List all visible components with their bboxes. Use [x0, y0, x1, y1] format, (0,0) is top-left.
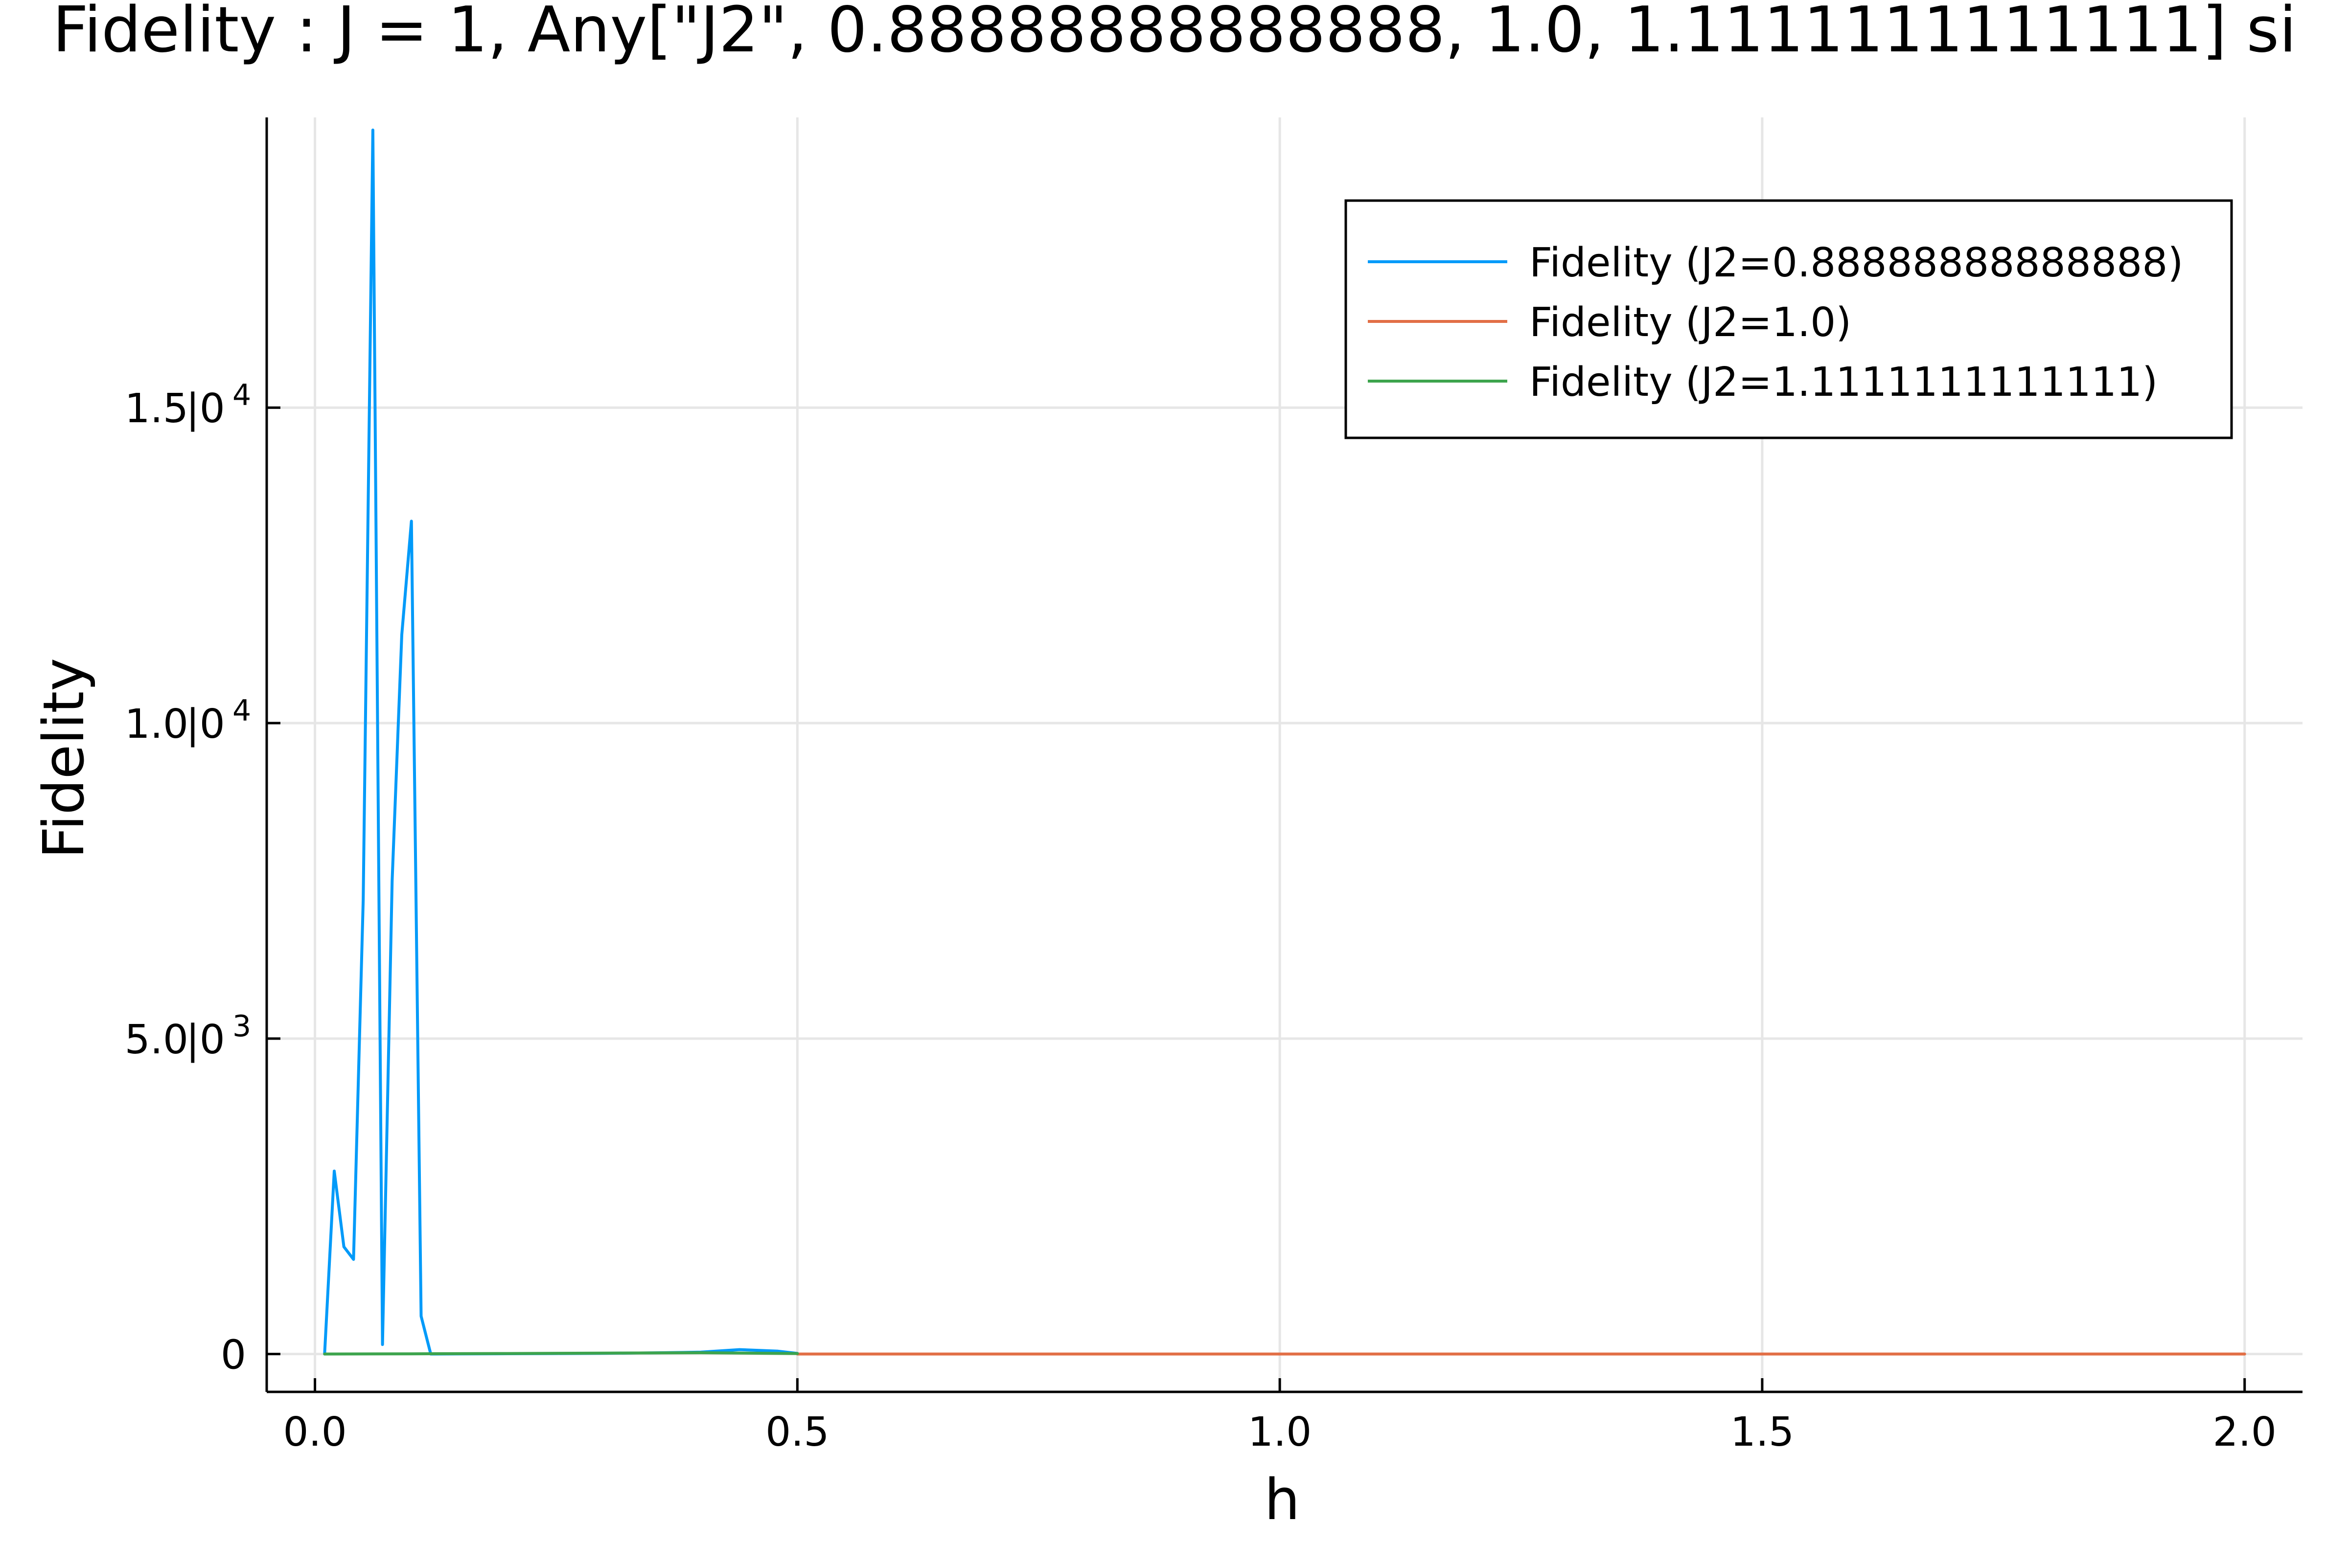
tick-labels: 0.0 0.5 1.0 1.5 2.005.0|0 31.0|0 41.5|0 4 [125, 378, 2277, 1455]
y-tick-label-3: 1.5 [125, 386, 188, 432]
y-tick-exponent-2: 4 [232, 694, 251, 728]
y-tick-label-0: 0 [221, 1332, 246, 1379]
legend-box [1344, 199, 2233, 439]
x-tick-label-0: 0.0 [283, 1409, 346, 1455]
y-tick-label-2: 1.0 [125, 701, 188, 748]
y-tick-exponent-1: 3 [232, 1009, 251, 1044]
series-layer [323, 128, 2246, 1356]
axes [265, 117, 2303, 1393]
chart-title: Fidelity : J = 1, Any["J2", 0.8888888888… [52, 0, 2297, 67]
legend: Fidelity (J2=0.88888888888888) Fidelity (… [1344, 199, 2233, 439]
y-tick-mantissa-2: |0 [186, 701, 225, 748]
x-tick-label-1: 0.5 [765, 1409, 829, 1455]
x-tick-label-4: 2.0 [2212, 1409, 2276, 1455]
legend-label-0: Fidelity (J2=0.88888888888888) [1529, 240, 2183, 286]
y-tick-mantissa-3: |0 [186, 386, 225, 432]
series-line-2 [323, 1351, 799, 1356]
legend-label-1: Fidelity (J2=1.0) [1529, 299, 1851, 346]
x-tick-label-3: 1.5 [1730, 1409, 1794, 1455]
y-axis-label: Fidelity [31, 658, 97, 859]
y-tick-label-1: 5.0 [125, 1017, 188, 1063]
y-tick-exponent-3: 4 [232, 378, 251, 412]
x-tick-label-2: 1.0 [1248, 1409, 1312, 1455]
legend-label-2: Fidelity (J2=1.1111111111111) [1529, 359, 2158, 406]
x-axis-label: h [1265, 1467, 1300, 1533]
y-tick-mantissa-1: |0 [186, 1017, 225, 1063]
